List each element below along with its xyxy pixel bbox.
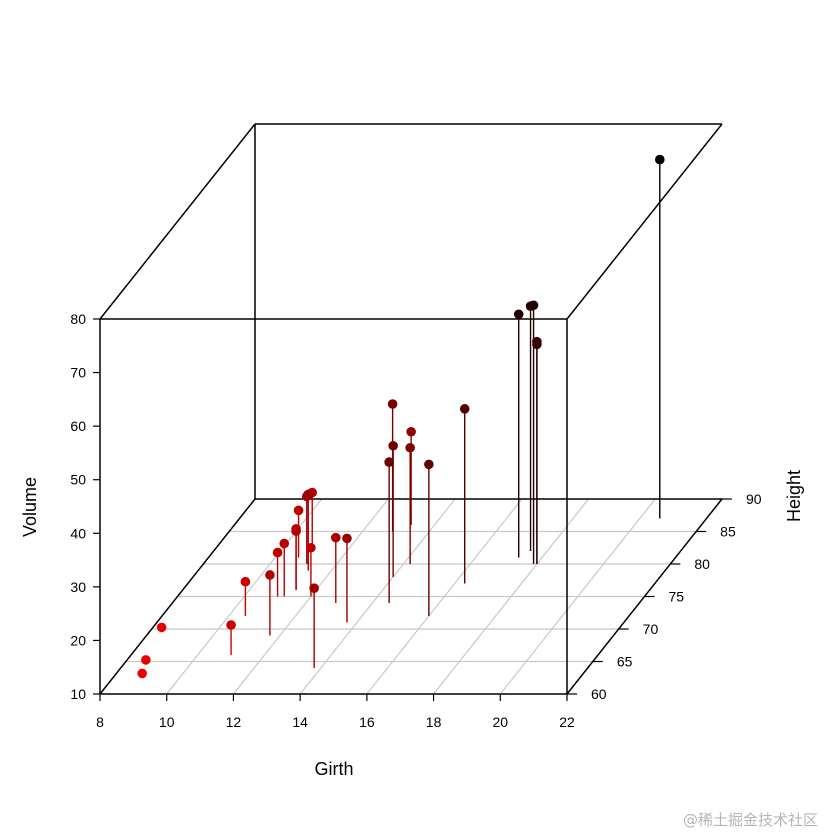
data-point — [279, 538, 290, 549]
x-tick-label: 22 — [559, 714, 575, 730]
data-point — [387, 399, 398, 409]
z-tick-label: 30 — [70, 579, 86, 595]
data-point — [405, 442, 415, 453]
z-tick-label: 60 — [70, 418, 86, 434]
data-point — [226, 620, 236, 630]
data-point — [265, 570, 275, 580]
data-point — [528, 300, 539, 311]
data-point — [424, 459, 434, 470]
data-point — [306, 542, 316, 553]
y-tick-label: 60 — [591, 686, 607, 702]
data-point — [388, 440, 398, 451]
x-tick-label: 8 — [96, 714, 104, 730]
x-tick-label: 18 — [426, 714, 442, 730]
data-point — [655, 154, 665, 165]
y-tick-label: 70 — [643, 621, 659, 637]
y-tick-label: 80 — [694, 556, 710, 572]
box-edge — [99, 123, 256, 320]
data-points — [137, 154, 665, 679]
x-tick-label: 16 — [359, 714, 375, 730]
data-point — [330, 532, 341, 543]
data-point — [272, 547, 283, 558]
data-point — [513, 309, 524, 320]
plot-box — [99, 123, 723, 695]
data-point — [293, 505, 304, 516]
stem-lines — [141, 159, 661, 675]
data-point — [303, 489, 314, 500]
data-point — [532, 339, 542, 350]
data-point — [141, 655, 151, 665]
x-tick-label: 20 — [492, 714, 508, 730]
data-point — [309, 583, 319, 593]
x-tick-label: 12 — [226, 714, 242, 730]
z-tick-label: 40 — [70, 525, 86, 541]
box-edge — [566, 123, 723, 320]
data-point — [291, 524, 301, 534]
data-point — [406, 426, 416, 437]
data-point — [156, 622, 167, 633]
y-tick-label: 75 — [669, 589, 685, 605]
z-tick-label: 50 — [70, 472, 86, 488]
y-tick-label: 65 — [617, 654, 633, 670]
x-tick-label: 10 — [159, 714, 175, 730]
data-point — [459, 404, 470, 414]
x-axis-title: Girth — [314, 759, 353, 779]
z-axis-title: Volume — [20, 477, 40, 537]
z-tick-label: 70 — [70, 365, 86, 381]
axis-ticks: 8 10 12 14 16 18 20 22 10 20 30 40 50 60 70 80 60 65 70 75 8… — [70, 311, 761, 730]
y-axis-title: Height — [784, 470, 804, 522]
z-tick-label: 10 — [70, 686, 86, 702]
data-point — [240, 576, 251, 587]
z-tick-label: 80 — [70, 311, 86, 327]
box-edge — [99, 498, 256, 695]
z-tick-label: 20 — [70, 632, 86, 648]
y-tick-label: 85 — [720, 524, 736, 540]
y-tick-label: 90 — [746, 491, 762, 507]
watermark-text: @稀土掘金技术社区 — [682, 811, 818, 829]
x-tick-label: 14 — [292, 714, 308, 730]
grid-lines — [125, 498, 697, 695]
data-point — [342, 533, 352, 544]
data-point — [384, 457, 394, 467]
data-point — [137, 668, 147, 679]
